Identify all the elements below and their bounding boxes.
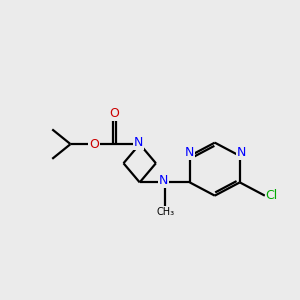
Text: N: N xyxy=(237,146,246,159)
Text: O: O xyxy=(89,138,99,151)
Text: CH₃: CH₃ xyxy=(156,207,174,217)
Text: Cl: Cl xyxy=(265,189,278,202)
Text: N: N xyxy=(159,174,168,188)
Text: N: N xyxy=(134,136,143,149)
Text: N: N xyxy=(185,146,194,159)
Text: O: O xyxy=(110,107,120,120)
